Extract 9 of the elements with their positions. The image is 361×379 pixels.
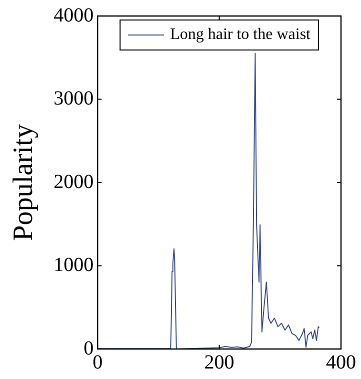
y-tick-label: 2000 (54, 170, 94, 193)
x-tick-label: 400 (326, 351, 356, 374)
y-tick-label: 3000 (54, 88, 94, 110)
y-tick-label: 1000 (54, 254, 94, 276)
x-tick-label: 200 (204, 351, 234, 374)
y-tick-label: 0 (84, 337, 94, 360)
y-axis-title: Popularity (8, 124, 40, 241)
legend-label: Long hair to the waist (170, 26, 312, 44)
y-tick-label: 4000 (54, 4, 94, 26)
